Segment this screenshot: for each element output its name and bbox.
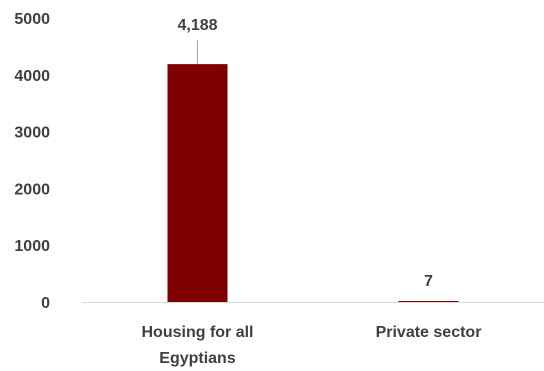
y-tick-label: 3000	[14, 125, 50, 142]
data-labels: 4,188 7	[177, 17, 433, 290]
data-label: 4,188	[177, 17, 217, 34]
y-axis-ticks: 0 1000 2000 3000 4000 5000	[14, 11, 50, 312]
bar	[398, 301, 459, 302]
y-tick-label: 1000	[14, 238, 50, 255]
y-tick-label: 2000	[14, 181, 50, 198]
bars	[167, 64, 459, 302]
category-label: Egyptians	[159, 350, 236, 367]
y-tick-label: 5000	[14, 11, 50, 28]
bar	[167, 64, 228, 302]
category-label: Housing for all	[142, 324, 254, 341]
category-label: Private sector	[376, 324, 482, 341]
category-labels: Housing for all Egyptians Private sector	[142, 324, 482, 367]
data-label: 7	[424, 273, 433, 290]
y-tick-label: 4000	[14, 68, 50, 85]
y-tick-label: 0	[41, 295, 50, 312]
